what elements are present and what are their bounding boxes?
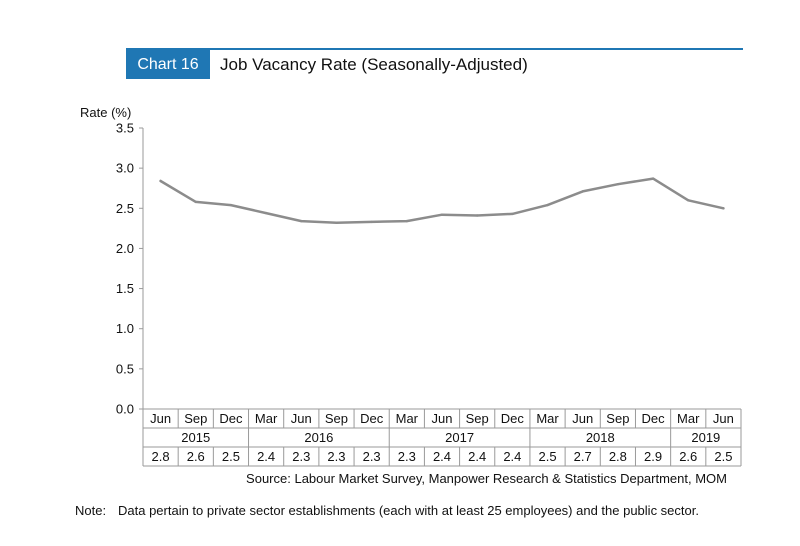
data-value-label: 2.5 xyxy=(222,449,240,464)
note-label: Note: xyxy=(75,503,107,518)
x-tick-label: Mar xyxy=(255,411,278,426)
x-tick-label: Dec xyxy=(641,411,665,426)
y-tick-label: 3.0 xyxy=(116,161,134,176)
data-value-label: 2.6 xyxy=(679,449,697,464)
data-value-label: 2.8 xyxy=(609,449,627,464)
data-value-label: 2.9 xyxy=(644,449,662,464)
source-text: Source: Labour Market Survey, Manpower R… xyxy=(246,471,727,486)
data-point xyxy=(475,214,479,217)
x-tick-label: Sep xyxy=(325,411,348,426)
y-tick-label: 2.0 xyxy=(116,241,134,256)
note: Note: Data pertain to private sector esta… xyxy=(75,503,699,518)
data-value-label: 2.5 xyxy=(538,449,556,464)
data-point xyxy=(159,179,162,183)
chart-number-badge: Chart 16 xyxy=(126,50,210,79)
x-tick-label: Mar xyxy=(536,411,559,426)
data-value-label: 2.7 xyxy=(574,449,592,464)
chart-title: Job Vacancy Rate (Seasonally-Adjusted) xyxy=(220,55,528,74)
year-label: 2019 xyxy=(691,430,720,445)
data-point xyxy=(440,213,444,216)
data-point xyxy=(651,177,655,180)
header-rule xyxy=(126,48,743,50)
x-tick-label: Dec xyxy=(501,411,525,426)
x-tick-label: Jun xyxy=(150,411,171,426)
y-tick-label: 2.5 xyxy=(116,201,134,216)
data-value-label: 2.8 xyxy=(152,449,170,464)
data-point xyxy=(687,199,690,202)
data-point xyxy=(546,203,549,207)
data-value-label: 2.4 xyxy=(503,449,521,464)
data-point xyxy=(511,212,514,216)
year-label: 2016 xyxy=(304,430,333,445)
year-label: 2018 xyxy=(586,430,615,445)
data-point xyxy=(722,207,725,210)
x-tick-label: Jun xyxy=(572,411,593,426)
x-tick-label: Dec xyxy=(360,411,384,426)
data-value-label: 2.4 xyxy=(468,449,486,464)
year-label: 2015 xyxy=(181,430,210,445)
data-point xyxy=(335,221,338,224)
data-point xyxy=(194,200,197,204)
data-point xyxy=(229,203,233,207)
x-tick-label: Sep xyxy=(466,411,489,426)
x-tick-label: Mar xyxy=(677,411,700,426)
data-point xyxy=(300,219,303,223)
data-value-label: 2.6 xyxy=(187,449,205,464)
y-tick-label: 3.5 xyxy=(116,121,134,136)
data-value-label: 2.4 xyxy=(257,449,275,464)
x-tick-label: Jun xyxy=(432,411,453,426)
data-value-label: 2.3 xyxy=(327,449,345,464)
note-text: Data pertain to private sector establish… xyxy=(118,503,699,518)
data-value-label: 2.3 xyxy=(292,449,310,464)
x-tick-label: Sep xyxy=(184,411,207,426)
y-tick-label: 1.0 xyxy=(116,321,134,336)
y-axis-label: Rate (%) xyxy=(80,105,132,120)
x-tick-label: Mar xyxy=(396,411,419,426)
data-value-label: 2.5 xyxy=(714,449,732,464)
data-value-label: 2.3 xyxy=(363,449,381,464)
year-label: 2017 xyxy=(445,430,474,445)
data-value-label: 2.3 xyxy=(398,449,416,464)
data-value-label: 2.4 xyxy=(433,449,451,464)
data-point xyxy=(370,220,373,224)
data-point xyxy=(405,219,409,223)
x-tick-label: Sep xyxy=(606,411,629,426)
data-point xyxy=(581,190,584,193)
data-point xyxy=(616,183,620,186)
x-tick-label: Jun xyxy=(291,411,312,426)
x-tick-label: Dec xyxy=(219,411,243,426)
y-tick-label: 0.5 xyxy=(116,361,134,376)
x-tick-label: Jun xyxy=(713,411,734,426)
y-tick-label: 1.5 xyxy=(116,281,134,296)
vacancy-rate-line xyxy=(159,177,725,224)
data-point xyxy=(264,211,268,215)
y-tick-label: 0.0 xyxy=(116,402,134,417)
